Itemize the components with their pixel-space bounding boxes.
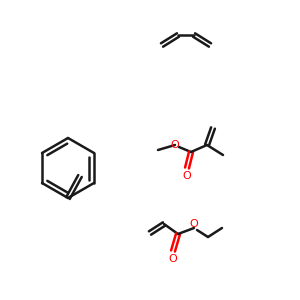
Text: O: O: [169, 254, 177, 264]
Text: O: O: [171, 140, 179, 150]
Text: O: O: [183, 171, 191, 181]
Text: O: O: [190, 219, 198, 229]
